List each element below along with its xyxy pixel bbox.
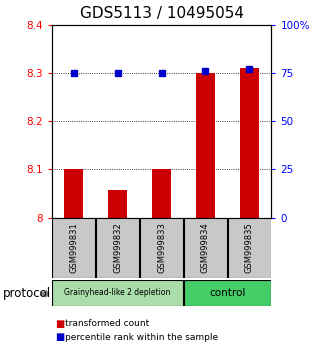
Text: GSM999835: GSM999835 bbox=[245, 222, 254, 273]
Text: Grainyhead-like 2 depletion: Grainyhead-like 2 depletion bbox=[64, 289, 171, 297]
FancyArrow shape bbox=[41, 291, 49, 297]
Bar bbox=[108, 190, 128, 218]
Bar bbox=[228, 218, 270, 278]
Text: protocol: protocol bbox=[3, 287, 52, 300]
Bar bbox=[53, 280, 182, 306]
Bar bbox=[184, 218, 226, 278]
Text: transformed count: transformed count bbox=[65, 319, 149, 329]
Bar bbox=[239, 68, 259, 218]
Bar bbox=[184, 280, 270, 306]
Bar bbox=[53, 218, 95, 278]
Text: GSM999833: GSM999833 bbox=[157, 222, 166, 273]
Text: ■: ■ bbox=[55, 332, 64, 342]
Text: GSM999832: GSM999832 bbox=[113, 222, 122, 273]
Bar bbox=[64, 170, 84, 218]
Bar bbox=[195, 73, 215, 218]
Text: control: control bbox=[209, 288, 246, 298]
Bar bbox=[152, 170, 171, 218]
Text: GSM999831: GSM999831 bbox=[69, 222, 78, 273]
Bar bbox=[97, 218, 139, 278]
Text: percentile rank within the sample: percentile rank within the sample bbox=[65, 332, 218, 342]
Title: GDS5113 / 10495054: GDS5113 / 10495054 bbox=[80, 6, 243, 21]
Text: GSM999834: GSM999834 bbox=[201, 222, 210, 273]
Text: ■: ■ bbox=[55, 319, 64, 329]
Bar bbox=[141, 218, 182, 278]
